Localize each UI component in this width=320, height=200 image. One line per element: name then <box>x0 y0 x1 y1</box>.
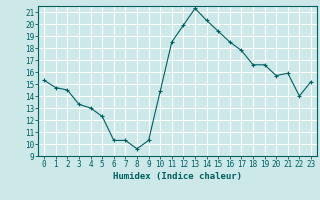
X-axis label: Humidex (Indice chaleur): Humidex (Indice chaleur) <box>113 172 242 181</box>
